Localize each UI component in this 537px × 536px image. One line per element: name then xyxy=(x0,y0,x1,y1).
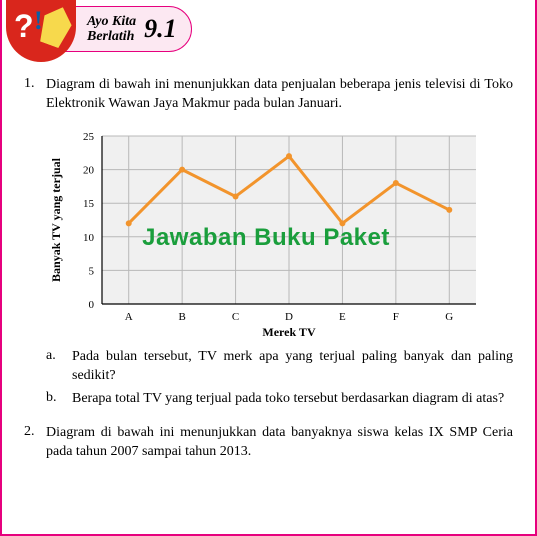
svg-text:G: G xyxy=(445,311,453,323)
tv-sales-chart: 0 5 10 15 20 25 A B C D E F G Banyak TV yang terjual M… xyxy=(46,128,486,338)
exercise-number: 9.1 xyxy=(144,14,177,44)
svg-text:25: 25 xyxy=(83,131,95,143)
title-line2: Berlatih xyxy=(87,29,136,44)
svg-text:Merek TV: Merek TV xyxy=(262,325,316,338)
svg-text:20: 20 xyxy=(83,164,95,176)
svg-text:0: 0 xyxy=(89,299,95,311)
svg-text:B: B xyxy=(178,311,185,323)
exercise-title-tab: Ayo Kita Berlatih 9.1 xyxy=(58,6,192,52)
svg-text:10: 10 xyxy=(83,232,95,244)
svg-text:Banyak TV yang terjual: Banyak TV yang terjual xyxy=(49,157,63,282)
svg-text:A: A xyxy=(125,311,133,323)
svg-text:F: F xyxy=(393,311,399,323)
title-line1: Ayo Kita xyxy=(87,14,136,29)
svg-text:5: 5 xyxy=(89,265,95,277)
exercise-badge-icon: ? ! xyxy=(6,0,76,62)
svg-text:C: C xyxy=(232,311,239,323)
svg-text:E: E xyxy=(339,311,346,323)
svg-text:15: 15 xyxy=(83,198,95,210)
svg-text:D: D xyxy=(285,311,293,323)
